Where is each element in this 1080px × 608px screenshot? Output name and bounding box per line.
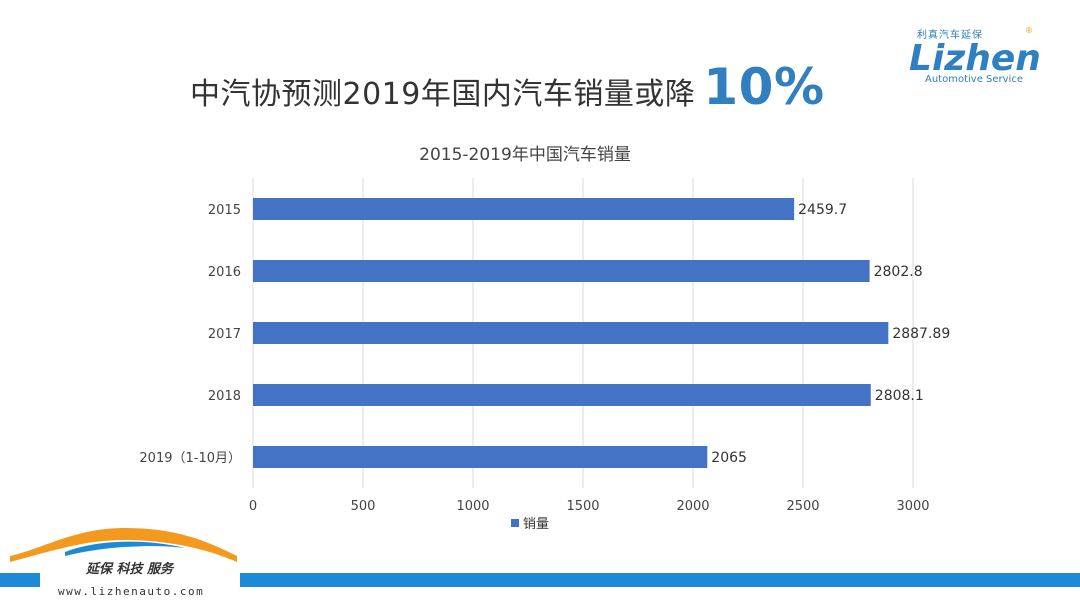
bar — [253, 446, 708, 468]
bar — [253, 322, 889, 344]
company-logo: 利真汽车延保 ® Lizhen Automotive Service — [905, 26, 1065, 88]
data-label: 2459.7 — [798, 202, 847, 218]
slide-title: 中汽协预测2019年国内汽车销量或降 10% — [190, 58, 825, 118]
x-tick-label: 1500 — [566, 499, 599, 514]
legend: 销量 — [511, 517, 549, 532]
data-label: 2887.89 — [892, 326, 950, 342]
x-tick-label: 1000 — [456, 499, 489, 514]
value-labels: 2459.7 2802.8 2887.89 2808.1 2065 — [711, 202, 950, 466]
car-logo-icon — [10, 528, 237, 562]
x-tick-label: 2000 — [676, 499, 709, 514]
x-tick-label: 0 — [249, 499, 257, 514]
legend-label: 销量 — [523, 517, 549, 532]
slide-title-highlight: 10% — [703, 58, 825, 116]
bar — [253, 198, 795, 220]
data-label: 2808.1 — [875, 388, 924, 404]
legend-swatch-icon — [511, 519, 519, 527]
footer-band — [0, 573, 1080, 587]
category-label: 2015 — [208, 203, 241, 218]
x-tick-label: 500 — [351, 499, 376, 514]
x-tick-label: 2500 — [786, 499, 819, 514]
data-label: 2065 — [711, 450, 747, 466]
category-label: 2018 — [208, 389, 241, 404]
category-label: 2017 — [208, 327, 241, 342]
logo-en-text: Lizhen — [909, 38, 1041, 79]
logo-subtitle: Automotive Service — [925, 74, 1023, 85]
category-label: 2019（1-10月） — [139, 451, 241, 466]
footer-slogan: 延保 科技 服务 — [86, 562, 174, 577]
gridlines — [252, 178, 914, 488]
category-label: 2016 — [208, 265, 241, 280]
bar-chart: 2015-2019年中国汽车销量 2015 2016 2017 2018 2019（1-… — [139, 145, 950, 532]
chart-title: 2015-2019年中国汽车销量 — [419, 145, 631, 165]
category-labels: 2015 2016 2017 2018 2019（1-10月） — [139, 203, 241, 466]
footer-logo-area — [40, 560, 240, 608]
x-tick-labels: 0 500 1000 1500 2000 2500 3000 — [249, 499, 930, 514]
bar — [253, 260, 870, 282]
data-label: 2802.8 — [874, 264, 923, 280]
x-tick-label: 3000 — [896, 499, 929, 514]
bars — [253, 198, 889, 468]
logo-registered-mark: ® — [1025, 26, 1033, 35]
slide-title-text: 中汽协预测2019年国内汽车销量或降 — [190, 77, 696, 112]
chart-container: 2015-2019年中国汽车销量 2015 2016 2017 2018 2019（1-… — [0, 130, 1080, 550]
footer-url: www.lizhenauto.com — [58, 585, 205, 598]
bar — [253, 384, 871, 406]
logo-cn-text: 利真汽车延保 — [917, 30, 983, 41]
